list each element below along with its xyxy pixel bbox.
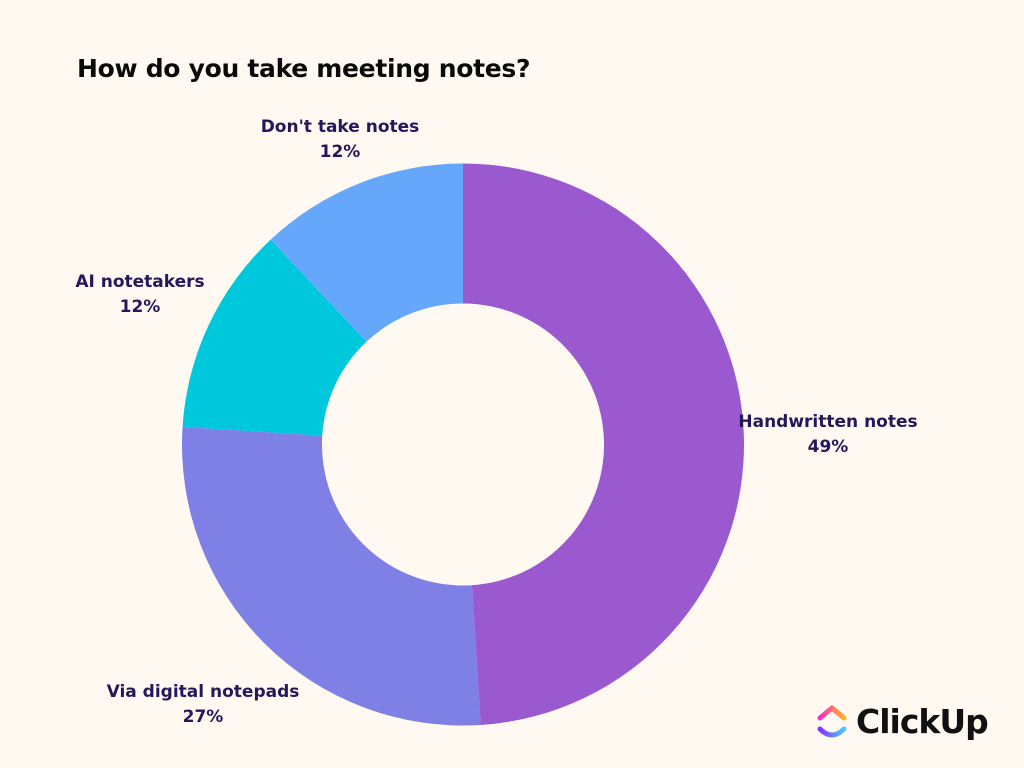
- slice-label-digital: Via digital notepads 27%: [107, 680, 300, 730]
- donut-slice-handwritten-notes: [463, 163, 744, 725]
- clickup-logo: ClickUp: [816, 702, 989, 741]
- value-label: 12%: [119, 297, 161, 317]
- chart-title: How do you take meeting notes?: [77, 54, 531, 83]
- slice-label-dont: Don't take notes 12%: [261, 115, 420, 165]
- clickup-logo-text: ClickUp: [856, 702, 989, 741]
- slice-label-handwritten: Handwritten notes 49%: [738, 410, 917, 460]
- value-label: 27%: [182, 707, 224, 727]
- value-label: 49%: [807, 437, 849, 457]
- slice-label-ai: AI notetakers 12%: [75, 270, 204, 320]
- category-label: Via digital notepads: [106, 682, 300, 702]
- donut-slice-don-t-take-notes: [270, 163, 463, 342]
- value-label: 12%: [319, 142, 361, 162]
- donut-slice-via-digital-notepads: [182, 426, 481, 726]
- category-label: AI notetakers: [75, 272, 205, 292]
- donut-slice-ai-notetakers: [182, 239, 367, 436]
- category-label: Handwritten notes: [738, 412, 918, 432]
- clickup-logo-icon: [817, 705, 847, 737]
- category-label: Don't take notes: [260, 117, 420, 137]
